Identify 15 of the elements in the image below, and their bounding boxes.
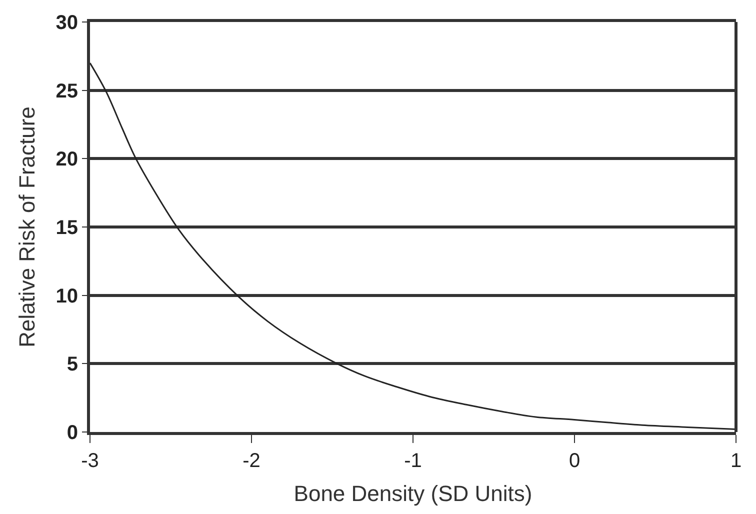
x-tick-label: 0 bbox=[568, 450, 580, 472]
x-tick-label: -2 bbox=[242, 450, 260, 472]
x-tick-label: 1 bbox=[730, 450, 742, 472]
y-tick-label: 5 bbox=[66, 354, 78, 376]
y-tick-label: 15 bbox=[56, 217, 78, 239]
x-tick-label: -1 bbox=[404, 450, 422, 472]
y-axis-title: Relative Risk of Fracture bbox=[14, 106, 40, 348]
y-tick-label: 0 bbox=[66, 422, 78, 444]
x-axis-title: Bone Density (SD Units) bbox=[294, 480, 532, 506]
line-series bbox=[90, 62, 736, 430]
y-tick-label: 10 bbox=[56, 285, 78, 308]
y-tick-label: 25 bbox=[56, 80, 78, 102]
y-tick-label: 20 bbox=[56, 148, 78, 171]
x-tick-label: -3 bbox=[81, 450, 99, 472]
y-tick-label: 30 bbox=[56, 12, 78, 34]
